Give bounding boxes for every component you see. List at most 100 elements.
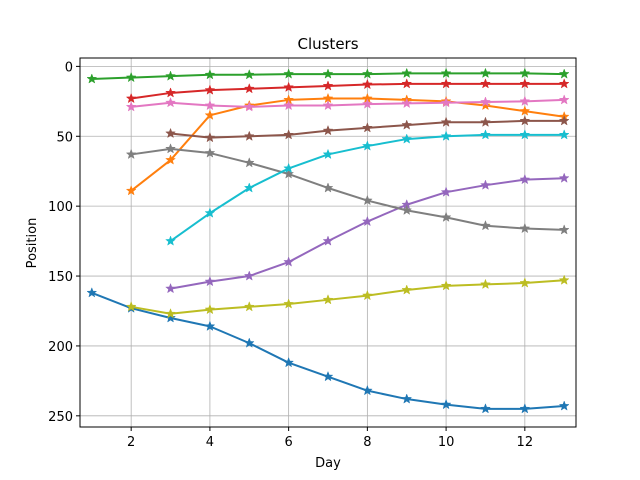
x-axis-label: Day bbox=[315, 456, 341, 471]
x-tick-label: 10 bbox=[438, 435, 455, 450]
data-point bbox=[283, 99, 295, 111]
y-tick-label: 100 bbox=[48, 200, 73, 215]
data-point bbox=[440, 211, 452, 222]
data-point bbox=[558, 68, 570, 79]
data-point bbox=[322, 235, 334, 246]
data-point bbox=[322, 124, 334, 136]
data-point bbox=[440, 78, 452, 89]
data-point bbox=[243, 301, 255, 312]
data-point bbox=[401, 119, 413, 130]
y-tick-label: 0 bbox=[65, 60, 73, 75]
y-tick-label: 50 bbox=[56, 130, 73, 145]
data-point bbox=[401, 97, 413, 109]
data-point bbox=[480, 99, 491, 111]
series-2 bbox=[125, 92, 570, 196]
data-point bbox=[361, 68, 373, 79]
series-line bbox=[130, 97, 565, 192]
data-point bbox=[204, 147, 216, 158]
data-point bbox=[401, 393, 413, 404]
data-point bbox=[165, 308, 176, 319]
x-tick-label: 6 bbox=[284, 435, 292, 450]
data-point bbox=[519, 78, 531, 89]
data-point bbox=[401, 284, 413, 295]
y-axis-label: Position bbox=[25, 218, 40, 269]
data-point bbox=[361, 78, 373, 90]
data-point bbox=[283, 298, 295, 309]
data-point bbox=[322, 148, 334, 160]
data-point bbox=[165, 70, 176, 81]
data-point bbox=[480, 67, 491, 78]
data-point bbox=[125, 185, 137, 196]
data-point bbox=[125, 71, 137, 83]
data-point bbox=[440, 186, 452, 197]
data-point bbox=[480, 116, 491, 127]
data-point bbox=[322, 182, 334, 193]
plot-frame bbox=[79, 57, 577, 428]
data-point bbox=[480, 179, 491, 190]
data-point bbox=[401, 78, 413, 89]
data-point bbox=[165, 97, 176, 108]
data-point bbox=[204, 320, 216, 331]
data-point bbox=[165, 312, 176, 323]
data-point bbox=[361, 140, 373, 151]
data-point bbox=[480, 78, 491, 89]
data-point bbox=[558, 274, 570, 285]
data-point bbox=[243, 101, 255, 112]
data-point bbox=[519, 403, 531, 414]
data-point bbox=[283, 256, 295, 267]
data-point bbox=[243, 337, 255, 348]
series-6 bbox=[165, 115, 570, 143]
data-point bbox=[558, 224, 570, 235]
data-point bbox=[519, 129, 531, 140]
x-tick-label: 2 bbox=[127, 435, 135, 450]
data-point bbox=[440, 116, 452, 127]
data-point bbox=[558, 400, 570, 411]
data-point bbox=[440, 280, 452, 291]
data-point bbox=[283, 168, 295, 179]
data-point bbox=[243, 130, 255, 141]
data-point bbox=[480, 129, 491, 140]
data-point bbox=[204, 207, 216, 218]
data-point bbox=[480, 403, 491, 414]
series-1 bbox=[86, 287, 570, 414]
data-point bbox=[519, 222, 531, 234]
series-8 bbox=[125, 143, 570, 235]
series-7 bbox=[125, 94, 570, 112]
data-point bbox=[480, 220, 491, 231]
data-point bbox=[519, 173, 531, 185]
y-tick-label: 250 bbox=[48, 410, 73, 425]
data-point bbox=[322, 80, 334, 91]
series-line bbox=[131, 98, 565, 108]
series-line bbox=[91, 291, 565, 410]
data-point bbox=[440, 97, 452, 108]
data-point bbox=[322, 68, 334, 79]
data-point bbox=[243, 270, 255, 281]
data-point bbox=[519, 115, 531, 126]
series-line bbox=[131, 147, 565, 231]
data-point bbox=[243, 182, 255, 193]
data-point bbox=[440, 398, 452, 410]
data-point bbox=[361, 122, 373, 133]
data-point bbox=[204, 275, 216, 287]
data-point bbox=[243, 69, 255, 80]
data-point bbox=[125, 92, 137, 104]
data-point bbox=[125, 301, 137, 312]
data-point bbox=[361, 384, 373, 396]
data-point bbox=[86, 287, 98, 298]
data-point bbox=[361, 194, 373, 206]
data-point bbox=[283, 81, 295, 92]
y-tick-label: 150 bbox=[48, 270, 73, 285]
data-point bbox=[440, 130, 452, 141]
data-point bbox=[519, 277, 531, 288]
data-point bbox=[519, 105, 531, 116]
data-point bbox=[165, 282, 176, 294]
data-point bbox=[204, 69, 216, 80]
data-point bbox=[558, 129, 570, 140]
ticks: 2 4 6 8 10 12 0 50 100 150 200 250 bbox=[48, 60, 533, 450]
x-tick-label: 4 bbox=[206, 435, 214, 450]
series-9 bbox=[125, 274, 570, 319]
y-tick-label: 200 bbox=[48, 340, 73, 355]
data-point bbox=[283, 129, 295, 140]
series-5 bbox=[165, 172, 570, 294]
